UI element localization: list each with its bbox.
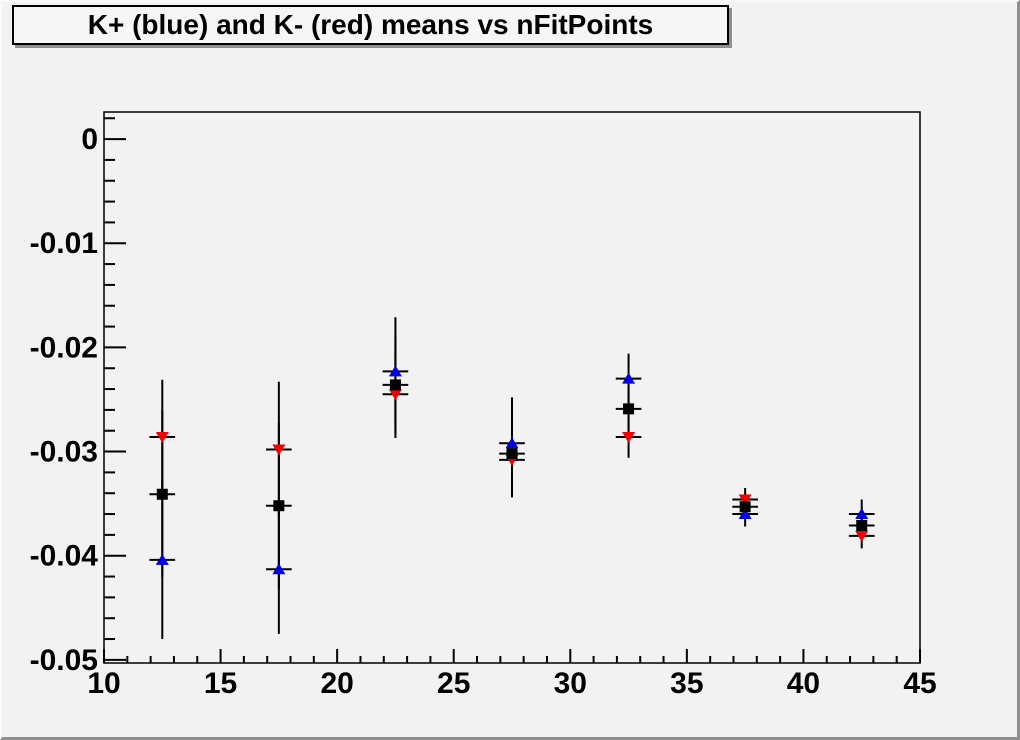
- marker-kplus-triangle-up: [622, 372, 636, 384]
- y-tick-label: -0.05: [30, 644, 98, 677]
- marker-kplus-triangle-up: [505, 437, 519, 449]
- marker-kplus-triangle-up: [155, 553, 169, 565]
- x-tick-label: 45: [903, 667, 936, 700]
- marker-mean-square: [856, 520, 868, 532]
- marker-kminus-triangle-down: [272, 444, 286, 456]
- x-tick-label: 10: [87, 667, 120, 700]
- x-tick-label: 15: [204, 667, 237, 700]
- marker-kplus-triangle-up: [272, 563, 286, 575]
- marker-kplus-triangle-up: [855, 508, 869, 520]
- marker-mean-square: [623, 403, 635, 415]
- marker-kminus-triangle-down: [855, 530, 869, 542]
- marker-kminus-triangle-down: [155, 431, 169, 443]
- marker-mean-square: [156, 488, 168, 500]
- x-tick-label: 30: [554, 667, 587, 700]
- plot-frame: [103, 111, 921, 664]
- marker-kplus-triangle-up: [738, 508, 752, 520]
- marker-kplus-triangle-up: [388, 365, 402, 377]
- y-tick-label: 0: [81, 123, 98, 156]
- marker-kminus-triangle-down: [622, 431, 636, 443]
- x-tick-label: 20: [320, 667, 353, 700]
- marker-mean-square: [389, 379, 401, 391]
- marker-kminus-triangle-down: [738, 494, 752, 506]
- marker-kminus-triangle-down: [388, 389, 402, 401]
- y-tick-label: -0.02: [30, 331, 98, 364]
- y-tick-label: -0.04: [30, 540, 99, 573]
- y-tick-label: -0.01: [30, 227, 98, 260]
- x-tick-label: 25: [437, 667, 470, 700]
- y-tick-label: -0.03: [30, 436, 98, 469]
- plot-title: K+ (blue) and K- (red) means vs nFitPoin…: [87, 9, 654, 40]
- x-tick-label: 40: [787, 667, 820, 700]
- plot-title-box: K+ (blue) and K- (red) means vs nFitPoin…: [12, 5, 729, 45]
- marker-mean-square: [739, 501, 751, 513]
- marker-mean-square: [506, 448, 518, 460]
- marker-mean-square: [273, 500, 285, 512]
- x-tick-label: 35: [670, 667, 703, 700]
